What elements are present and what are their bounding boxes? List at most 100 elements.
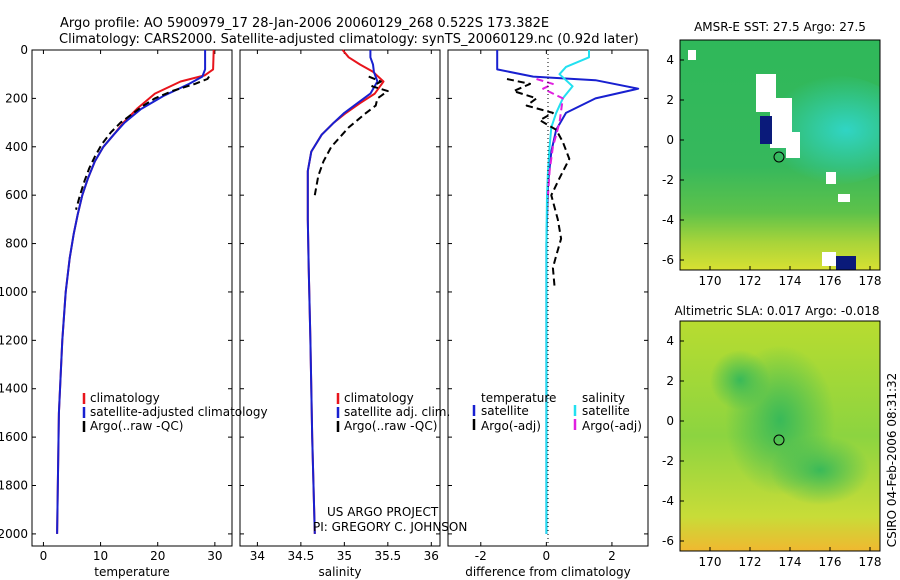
x-tick-label: 35: [337, 549, 352, 563]
map-y-tick-label: 4: [666, 334, 674, 348]
legend-group-salinity: salinity: [582, 391, 625, 405]
sst-map-frame: [679, 39, 881, 271]
x-tick-label: 10: [93, 549, 108, 563]
series-line-climatology: [306, 49, 385, 534]
legend-label-satellite: satellite adj. clim.: [344, 405, 450, 419]
x-axis-label: temperature: [94, 565, 169, 579]
map-y-tick-label: -6: [662, 253, 674, 267]
salinity-panel: 34 34.5 35 35.5 36 salinity: [240, 49, 440, 579]
map-x-tick-label: 172: [739, 274, 762, 288]
sst-cloud-mask: [822, 252, 836, 266]
map-y-tick-label: -2: [662, 454, 674, 468]
sst-cloud-mask: [688, 50, 696, 60]
sla-map-frame: [679, 320, 881, 552]
series-line-satellite_salinity: [545, 50, 590, 534]
y-tick-label: 2000: [0, 527, 28, 541]
credit-line-2: PI: GREGORY C. JOHNSON: [313, 520, 467, 534]
map-x-tick-label: 176: [819, 555, 842, 569]
temperature-legend: climatology satellite-adjusted climatolo…: [82, 391, 268, 433]
series-line-climatology: [56, 49, 215, 534]
map-y-tick-label: 0: [666, 414, 674, 428]
sst-cloud-mask: [826, 172, 836, 184]
difference-legend: temperature satellite Argo(-adj) salinit…: [472, 391, 642, 433]
legend-label-satellite: satellite-adjusted climatology: [90, 405, 268, 419]
y-tick-label: 0: [20, 43, 28, 57]
series-line-satellite: [496, 50, 640, 534]
x-tick-label: 35.5: [374, 549, 401, 563]
map-x-tick-label: 172: [739, 555, 762, 569]
map-y-tick-label: 0: [666, 133, 674, 147]
sst-cold-patch: [760, 116, 772, 144]
sst-cloud-mask: [786, 132, 800, 158]
y-tick-label: 1800: [0, 479, 28, 493]
sla-map-title: Altimetric SLA: 0.017 Argo: -0.018: [674, 304, 879, 318]
y-tick-label: 400: [5, 140, 28, 154]
temperature-panel: 0 10 20 30 temperature 0 200 400 600 800 1000 1200 1…: [0, 43, 232, 579]
sla-map-axes: 170 172 174 176 178 4 2 0 -2 -4 -6: [662, 334, 881, 569]
x-tick-label: 34.5: [288, 549, 315, 563]
sla-low-patch: [770, 435, 870, 505]
map-y-tick-label: -2: [662, 173, 674, 187]
y-tick-label: 1200: [0, 333, 28, 347]
legend-label-sal-argo: Argo(-adj): [582, 419, 642, 433]
legend-label-temp-satellite: satellite: [481, 404, 529, 418]
x-tick-label: -2: [475, 549, 487, 563]
sst-map: [680, 40, 880, 270]
x-axis-label: difference from climatology: [465, 565, 631, 579]
legend-group-temperature: temperature: [481, 391, 556, 405]
x-tick-label: 30: [207, 549, 222, 563]
series-line-satellite: [306, 50, 379, 534]
salinity-legend: climatology satellite adj. clim. Argo(..…: [336, 391, 450, 433]
map-y-tick-label: -6: [662, 534, 674, 548]
map-y-tick-label: -4: [662, 213, 674, 227]
temperature-panel-frame: [31, 49, 233, 547]
figure-title-line-2: Climatology: CARS2000. Satellite-adjuste…: [59, 32, 639, 47]
map-y-tick-label: 2: [666, 374, 674, 388]
argo-position-marker: [773, 434, 785, 446]
map-x-tick-label: 174: [779, 555, 802, 569]
figure-title-line-1: Argo profile: AO 5900979_17 28-Jan-2006 …: [60, 16, 549, 31]
x-tick-label: 0: [40, 549, 48, 563]
x-tick-label: 2: [608, 549, 616, 563]
series-line-satellite: [56, 50, 207, 534]
map-y-tick-label: -4: [662, 494, 674, 508]
timestamp-label: CSIRO 04-Feb-2006 08:31:32: [885, 373, 899, 548]
argo-position-marker: [773, 151, 785, 163]
y-tick-label: 600: [5, 188, 28, 202]
x-tick-label: 0: [543, 549, 551, 563]
x-tick-label: 34: [250, 549, 265, 563]
difference-panel: -2 0 2 difference from climatology: [448, 49, 648, 579]
legend-label-argo: Argo(..raw -QC): [344, 419, 437, 433]
legend-label-temp-argo: Argo(-adj): [481, 419, 541, 433]
map-x-tick-label: 176: [819, 274, 842, 288]
credit-line-1: US ARGO PROJECT: [327, 505, 439, 519]
series-line-argo: [75, 76, 210, 210]
map-x-tick-label: 178: [859, 555, 882, 569]
map-y-tick-label: 4: [666, 53, 674, 67]
series-line-argo: [506, 78, 571, 288]
map-y-tick-label: 2: [666, 93, 674, 107]
x-axis-label: salinity: [318, 565, 361, 579]
x-tick-label: 36: [424, 549, 439, 563]
x-tick-label: 20: [150, 549, 165, 563]
sst-cloud-mask: [838, 194, 850, 202]
sst-cold-patch: [836, 256, 856, 270]
map-x-tick-label: 170: [699, 555, 722, 569]
map-x-tick-label: 170: [699, 274, 722, 288]
series-line-argo: [313, 75, 389, 196]
legend-label-climatology: climatology: [344, 391, 414, 405]
map-x-tick-label: 174: [779, 274, 802, 288]
legend-label-climatology: climatology: [90, 391, 160, 405]
sla-map: [680, 321, 880, 551]
salinity-panel-frame: [239, 49, 441, 547]
legend-label-sal-satellite: satellite: [582, 404, 630, 418]
legend-label-argo: Argo(..raw -QC): [90, 419, 183, 433]
y-tick-label: 800: [5, 237, 28, 251]
sla-low-patch: [710, 350, 770, 410]
map-x-tick-label: 178: [859, 274, 882, 288]
y-tick-label: 1000: [0, 285, 28, 299]
y-tick-label: 1600: [0, 430, 28, 444]
y-tick-label: 1400: [0, 382, 28, 396]
sst-map-title: AMSR-E SST: 27.5 Argo: 27.5: [694, 20, 866, 34]
